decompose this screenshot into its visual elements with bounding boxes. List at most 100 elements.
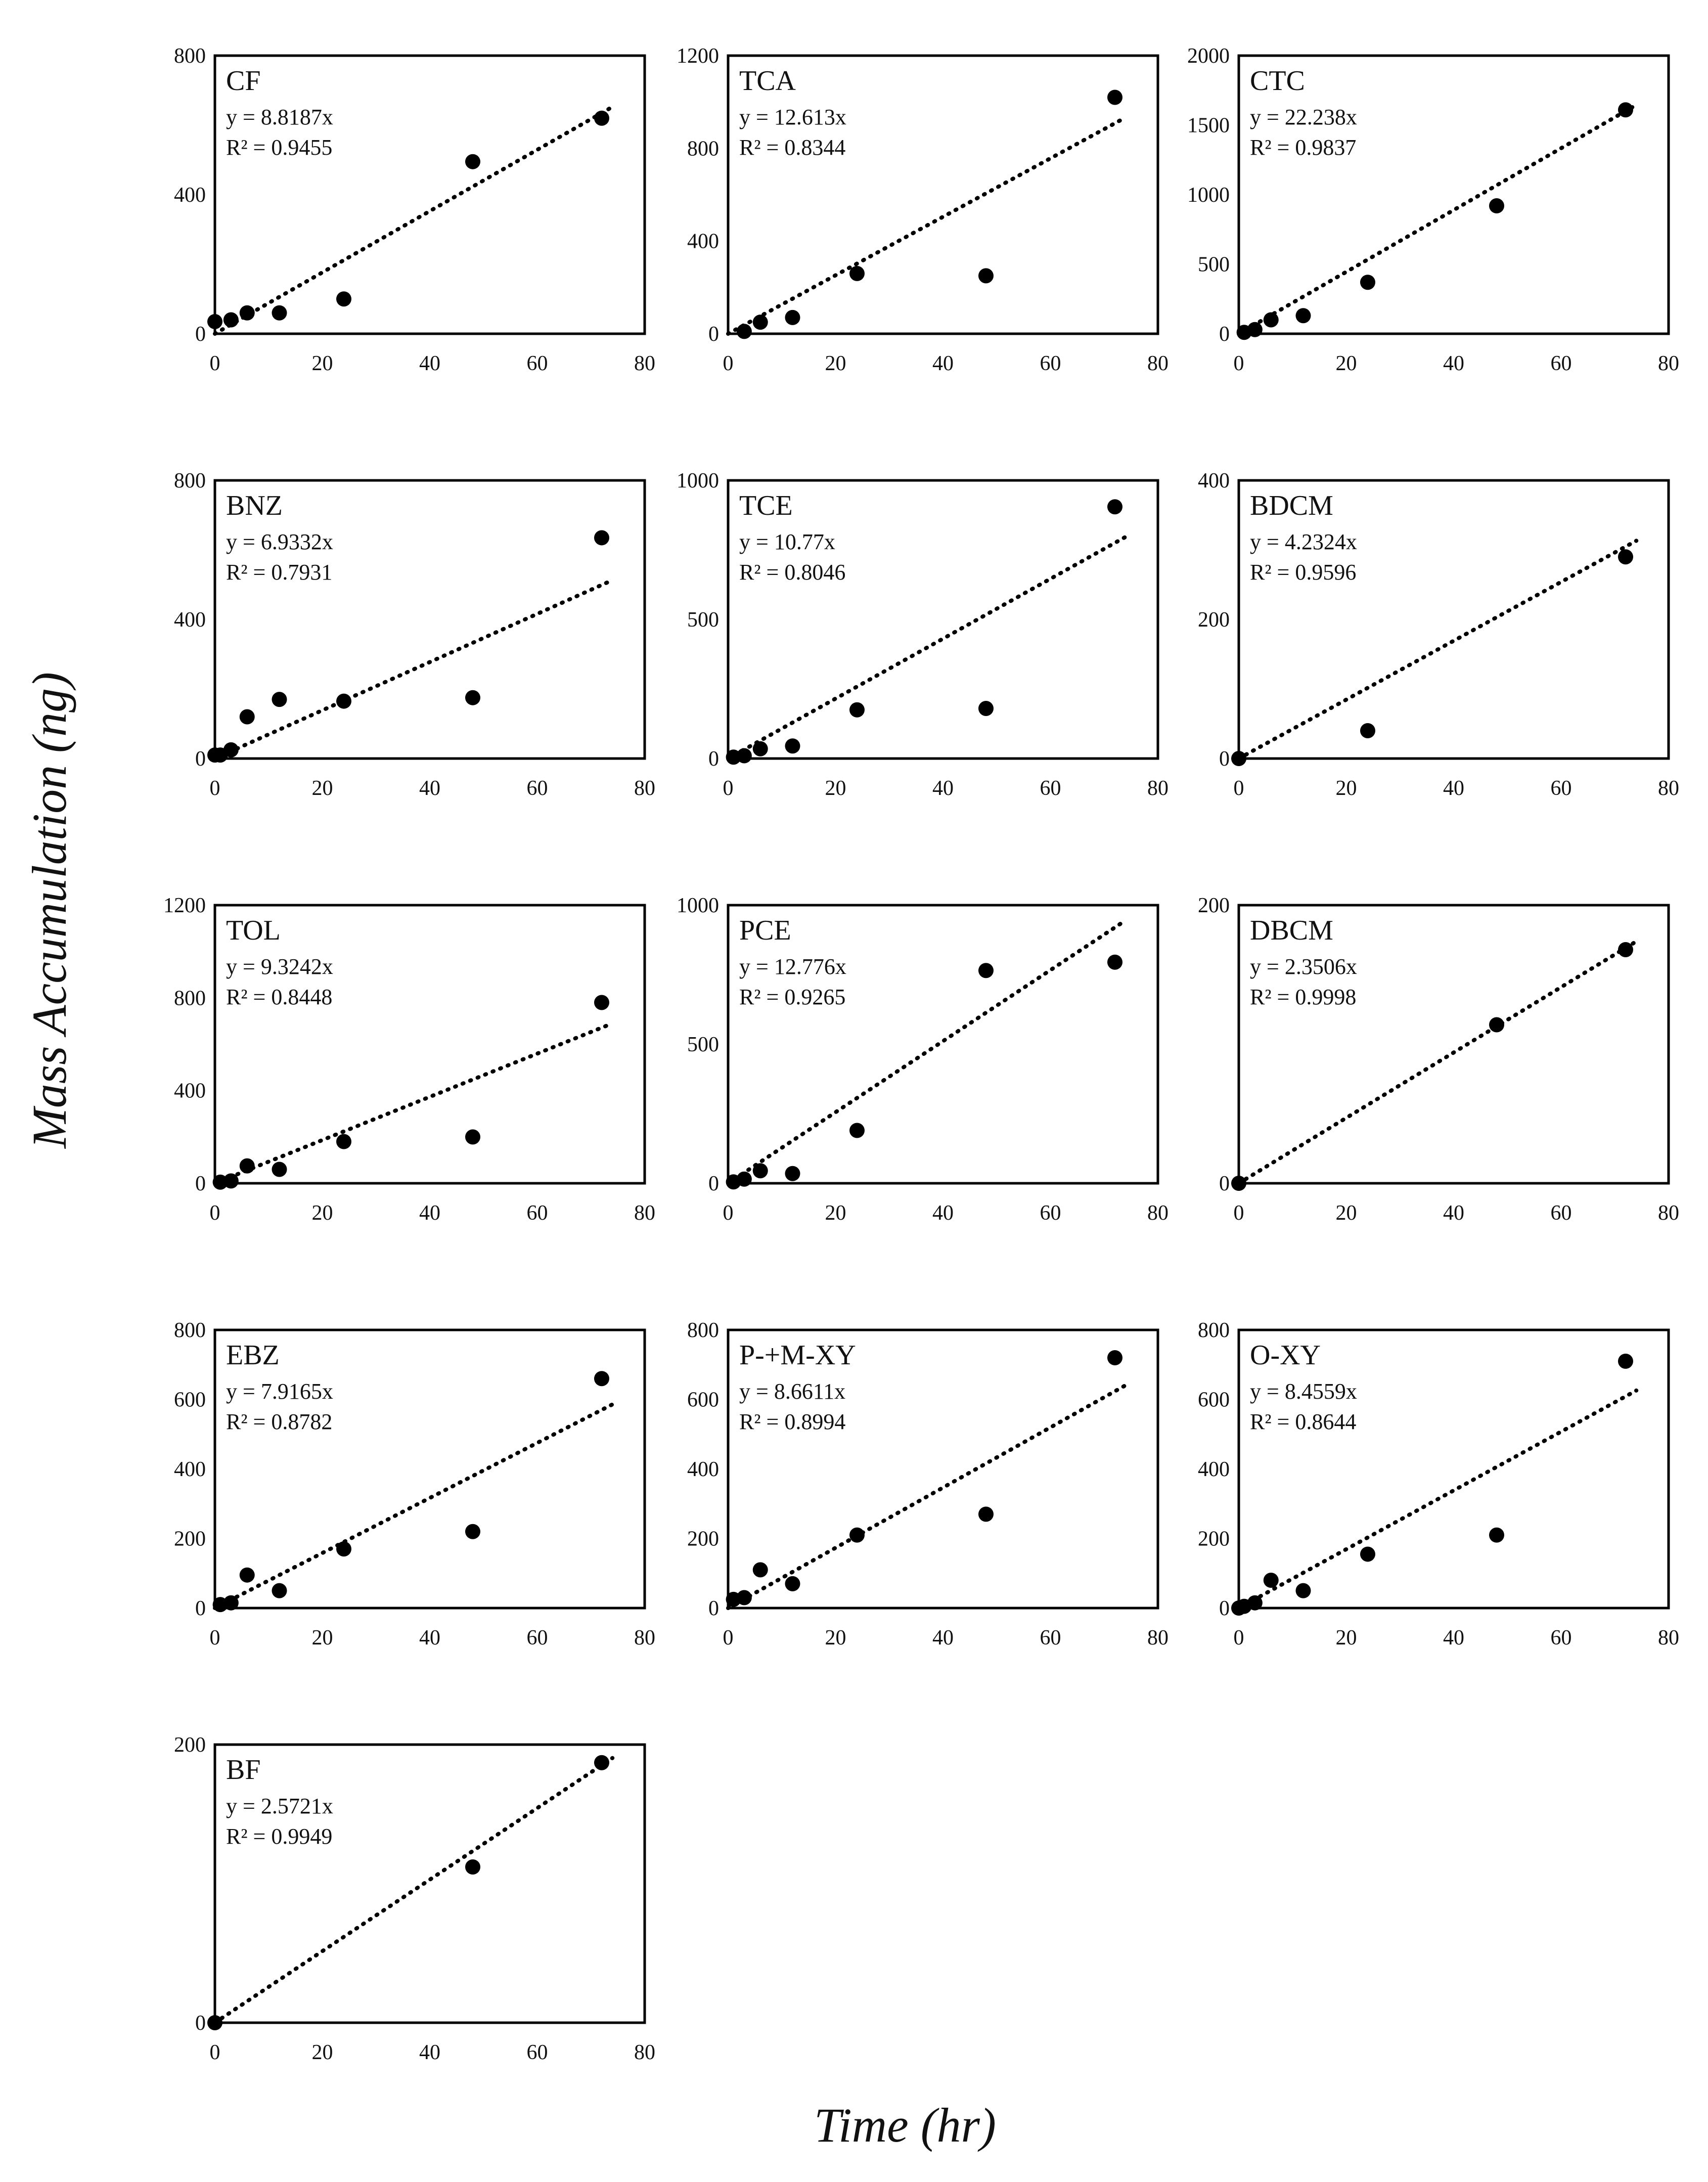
r-squared-label-dbcm: R² = 0.9998: [1250, 985, 1356, 1009]
y-tick-label: 200: [174, 1733, 206, 1757]
trendline-cf: [213, 105, 615, 336]
x-tick-label: 40: [419, 1626, 440, 1650]
panel-title-ebz: EBZ: [226, 1340, 280, 1371]
data-point: [785, 1576, 800, 1591]
equation-label-pce: y = 12.776x: [739, 954, 846, 979]
data-point: [465, 1524, 480, 1539]
y-tick-label: 500: [1198, 253, 1230, 277]
y-tick-label: 200: [1198, 894, 1230, 917]
x-tick-label: 60: [1040, 777, 1061, 800]
data-point: [223, 1173, 239, 1189]
data-point: [223, 1595, 239, 1611]
data-point: [223, 312, 239, 328]
x-tick-label: 0: [210, 2041, 220, 2064]
data-point: [1107, 1350, 1122, 1365]
y-tick-label: 800: [174, 987, 206, 1010]
data-point: [1618, 102, 1633, 118]
y-tick-label: 0: [1219, 1172, 1230, 1195]
equation-label-ebz: y = 7.9165x: [226, 1379, 333, 1404]
x-tick-label: 60: [527, 352, 548, 375]
chart-panel-ebz: 0 200 400 600 800 0 20 40 60 80 EBZ y = 7.9165x R² =…: [174, 1319, 655, 1650]
data-point: [465, 154, 480, 169]
y-tick-label: 400: [174, 184, 206, 207]
data-point: [1107, 90, 1122, 105]
data-point: [1231, 1176, 1246, 1191]
data-point: [465, 1129, 480, 1145]
y-tick-label: 800: [687, 1319, 719, 1342]
data-point: [272, 305, 287, 321]
x-tick-label: 0: [723, 777, 734, 800]
data-point: [736, 324, 752, 339]
y-tick-label: 1000: [1187, 184, 1230, 207]
trendline-bnz: [213, 578, 615, 761]
plot-frame-ctc: [1237, 54, 1670, 335]
data-point: [207, 314, 222, 329]
x-tick-label: 40: [932, 352, 954, 375]
r-squared-label-pce: R² = 0.9265: [739, 985, 845, 1009]
chart-panel-dbcm: 0 200 0 20 40 60 80 DBCM y = 2.3506x R² = 0.9998: [1198, 894, 1679, 1225]
panel-title-pce: PCE: [739, 915, 791, 946]
data-point: [978, 268, 994, 284]
r-squared-label-bf: R² = 0.9949: [226, 1824, 332, 1849]
plot-frame-bnz: [213, 479, 646, 760]
x-tick-label: 20: [825, 1201, 846, 1225]
x-tick-label: 0: [1234, 777, 1244, 800]
y-tick-label: 0: [195, 747, 206, 771]
x-tick-label: 0: [210, 1626, 220, 1650]
data-point: [1489, 1017, 1504, 1033]
y-axis-title: Mass Accumulation (ng): [22, 672, 76, 1149]
data-point: [978, 963, 994, 978]
data-point: [1618, 942, 1633, 957]
y-tick-label: 0: [195, 1172, 206, 1195]
equation-label-tol: y = 9.3242x: [226, 954, 333, 979]
data-point: [336, 291, 351, 307]
x-tick-label: 80: [634, 1626, 655, 1650]
panel-title-bf: BF: [226, 1754, 261, 1786]
panel-title-o-xy: O-XY: [1250, 1340, 1321, 1371]
data-point: [752, 741, 768, 756]
x-tick-label: 80: [1147, 352, 1168, 375]
data-point: [594, 995, 609, 1010]
y-tick-label: 400: [174, 1458, 206, 1481]
data-point: [1360, 1546, 1375, 1562]
r-squared-label-tca: R² = 0.8344: [739, 135, 845, 160]
x-tick-label: 60: [527, 1626, 548, 1650]
data-point: [239, 709, 255, 725]
plot-frame-p-m-xy: [727, 1328, 1159, 1610]
y-tick-label: 400: [687, 230, 719, 253]
data-point: [272, 692, 287, 707]
y-tick-label: 0: [195, 323, 206, 346]
equation-label-dbcm: y = 2.3506x: [1250, 954, 1357, 979]
y-tick-label: 800: [1198, 1319, 1230, 1342]
y-tick-label: 1200: [163, 894, 206, 917]
data-point: [752, 315, 768, 330]
y-tick-label: 800: [174, 469, 206, 493]
panel-title-tol: TOL: [226, 915, 281, 946]
data-point: [1489, 198, 1504, 213]
y-tick-label: 800: [174, 1319, 206, 1342]
y-tick-label: 1500: [1187, 114, 1230, 138]
y-tick-label: 400: [174, 1080, 206, 1103]
x-tick-label: 0: [1234, 1201, 1244, 1225]
x-tick-label: 80: [634, 2041, 655, 2064]
trendline-p-m-xy: [726, 1383, 1128, 1610]
x-tick-label: 80: [634, 352, 655, 375]
y-tick-label: 1200: [677, 44, 719, 68]
data-point: [1247, 1595, 1263, 1611]
data-point: [207, 2015, 222, 2030]
x-tick-label: 60: [1551, 1201, 1572, 1225]
x-tick-label: 20: [312, 777, 333, 800]
x-tick-label: 60: [1551, 352, 1572, 375]
x-tick-label: 20: [1336, 777, 1357, 800]
x-tick-label: 20: [312, 352, 333, 375]
data-point: [1247, 322, 1263, 337]
x-tick-label: 20: [1336, 1201, 1357, 1225]
panel-title-ctc: CTC: [1250, 65, 1305, 97]
chart-panel-p-m-xy: 0 200 400 600 800 0 20 40 60 80 P-+M-XY y = 8.6611x…: [687, 1319, 1168, 1650]
chart-panel-bf: 0 200 0 20 40 60 80 BF y = 2.5721x R² = 0.9949: [174, 1733, 655, 2064]
trendline-ebz: [213, 1402, 615, 1610]
x-axis-title: Time (hr): [814, 2098, 996, 2152]
data-point: [465, 1859, 480, 1875]
y-tick-label: 1000: [677, 469, 719, 493]
chart-panel-bdcm: 0 200 400 0 20 40 60 80 BDCM y = 4.2324x R² = 0.95…: [1198, 469, 1679, 800]
